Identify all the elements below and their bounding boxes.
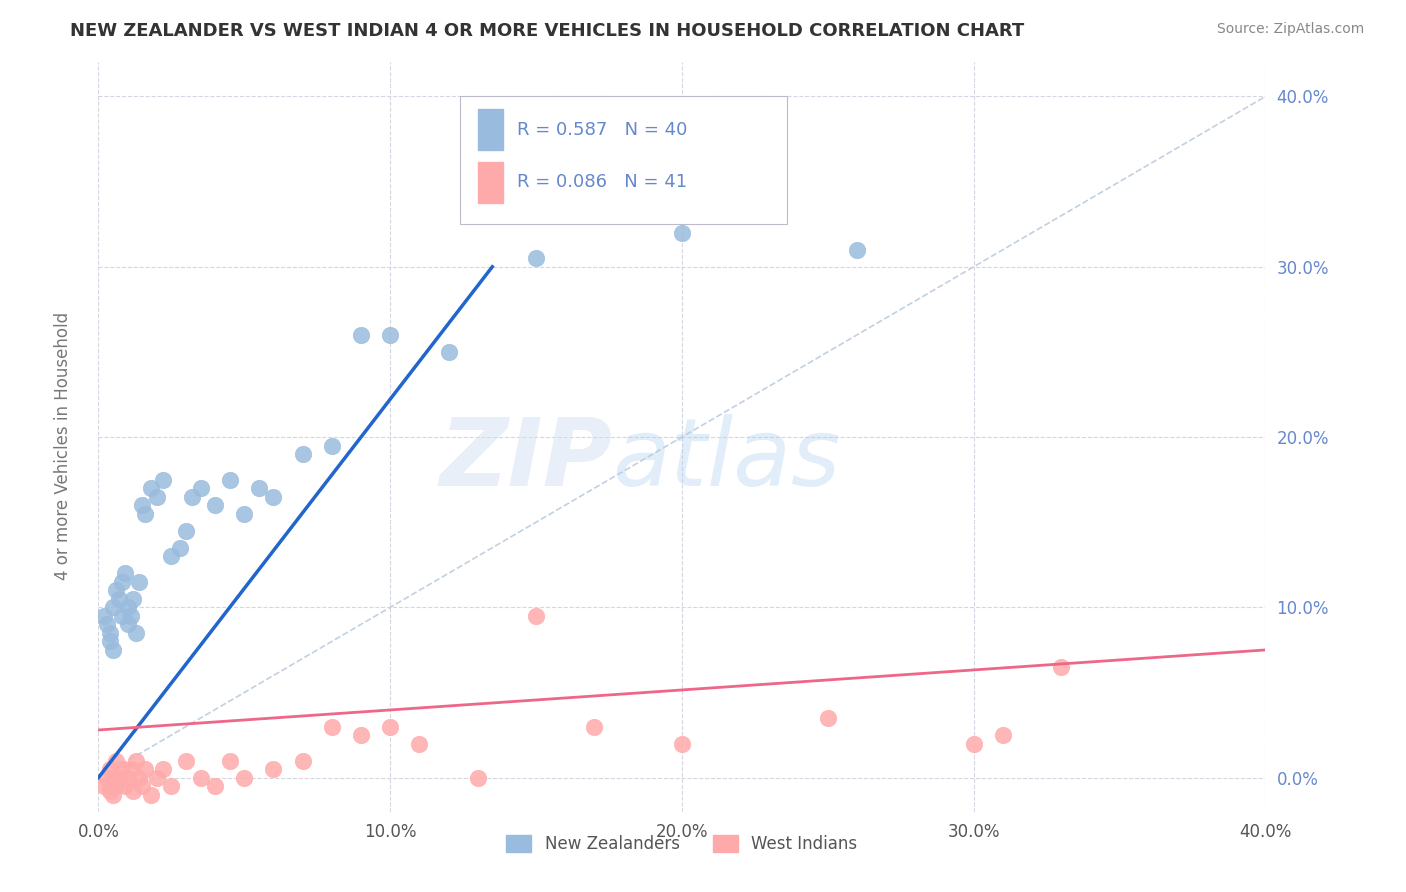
Point bbox=[204, 779, 226, 793]
Point bbox=[408, 737, 430, 751]
Point bbox=[190, 771, 212, 785]
Point bbox=[204, 498, 226, 512]
Point bbox=[671, 226, 693, 240]
Point bbox=[122, 591, 145, 606]
Point bbox=[991, 728, 1014, 742]
Point bbox=[139, 481, 162, 495]
Text: NEW ZEALANDER VS WEST INDIAN 4 OR MORE VEHICLES IN HOUSEHOLD CORRELATION CHART: NEW ZEALANDER VS WEST INDIAN 4 OR MORE V… bbox=[70, 22, 1025, 40]
Point bbox=[262, 490, 284, 504]
Point bbox=[350, 728, 373, 742]
Point bbox=[583, 720, 606, 734]
Point bbox=[128, 771, 150, 785]
Bar bbox=[478, 109, 503, 151]
Point bbox=[96, 617, 118, 632]
Point bbox=[247, 481, 270, 495]
Point bbox=[291, 447, 314, 461]
Point bbox=[128, 574, 150, 589]
Point bbox=[524, 608, 547, 623]
Point bbox=[218, 473, 240, 487]
Point bbox=[111, 762, 134, 776]
Point bbox=[380, 720, 402, 734]
Point bbox=[96, 771, 118, 785]
Point bbox=[152, 762, 174, 776]
Point bbox=[117, 617, 139, 632]
Point bbox=[1050, 660, 1073, 674]
Point bbox=[817, 711, 839, 725]
FancyBboxPatch shape bbox=[460, 96, 787, 224]
Point bbox=[104, 779, 127, 793]
Text: Source: ZipAtlas.com: Source: ZipAtlas.com bbox=[1216, 22, 1364, 37]
Point bbox=[180, 490, 202, 504]
Point bbox=[671, 737, 693, 751]
Point bbox=[98, 626, 121, 640]
Point bbox=[134, 762, 156, 776]
Point bbox=[122, 784, 145, 798]
Text: R = 0.587   N = 40: R = 0.587 N = 40 bbox=[517, 121, 688, 139]
Point bbox=[108, 771, 131, 785]
Point bbox=[98, 634, 121, 648]
Point bbox=[131, 779, 153, 793]
Point bbox=[160, 549, 183, 564]
Point bbox=[104, 754, 127, 768]
Point bbox=[321, 439, 343, 453]
Point bbox=[139, 788, 162, 802]
Point bbox=[291, 754, 314, 768]
Point bbox=[467, 771, 489, 785]
Point bbox=[146, 490, 169, 504]
Point bbox=[101, 600, 124, 615]
Point bbox=[190, 481, 212, 495]
Point bbox=[101, 771, 124, 785]
Point bbox=[114, 779, 136, 793]
Point bbox=[120, 608, 142, 623]
Point bbox=[846, 243, 869, 257]
Point bbox=[101, 788, 124, 802]
Point bbox=[174, 754, 197, 768]
Point bbox=[160, 779, 183, 793]
Point bbox=[134, 507, 156, 521]
Point bbox=[111, 608, 134, 623]
Text: R = 0.086   N = 41: R = 0.086 N = 41 bbox=[517, 173, 688, 191]
Point bbox=[146, 771, 169, 785]
Point bbox=[125, 626, 148, 640]
Point bbox=[104, 583, 127, 598]
Point bbox=[233, 771, 256, 785]
Point bbox=[169, 541, 191, 555]
Point bbox=[114, 566, 136, 581]
Point bbox=[111, 574, 134, 589]
Bar bbox=[478, 161, 503, 202]
Point bbox=[350, 327, 373, 342]
Point bbox=[321, 720, 343, 734]
Point bbox=[125, 754, 148, 768]
Text: 4 or more Vehicles in Household: 4 or more Vehicles in Household bbox=[55, 312, 72, 580]
Legend: New Zealanders, West Indians: New Zealanders, West Indians bbox=[499, 828, 865, 860]
Point bbox=[233, 507, 256, 521]
Point bbox=[152, 473, 174, 487]
Point bbox=[262, 762, 284, 776]
Point bbox=[108, 591, 131, 606]
Text: ZIP: ZIP bbox=[439, 414, 612, 506]
Point bbox=[93, 779, 115, 793]
Point bbox=[101, 643, 124, 657]
Point bbox=[962, 737, 984, 751]
Point bbox=[93, 608, 115, 623]
Point bbox=[437, 345, 460, 359]
Text: atlas: atlas bbox=[612, 414, 841, 505]
Point bbox=[131, 498, 153, 512]
Point bbox=[98, 784, 121, 798]
Point bbox=[218, 754, 240, 768]
Point bbox=[117, 600, 139, 615]
Point bbox=[117, 771, 139, 785]
Point bbox=[524, 252, 547, 266]
Point bbox=[120, 762, 142, 776]
Point bbox=[98, 762, 121, 776]
Point bbox=[380, 327, 402, 342]
Point bbox=[174, 524, 197, 538]
